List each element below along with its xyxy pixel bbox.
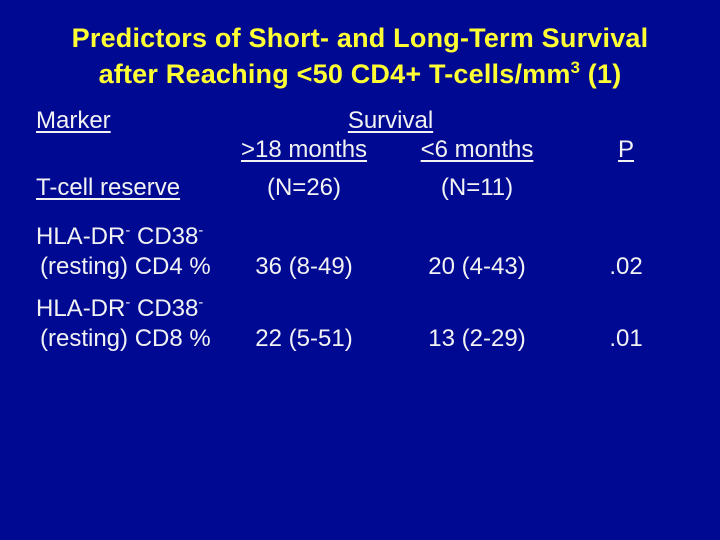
column-header-survival: Survival: [347, 107, 434, 134]
table-header-row-1: Marker Survival: [0, 106, 720, 136]
slide-title: Predictors of Short- and Long-Term Survi…: [0, 20, 720, 92]
table-row: (resting) CD4 % 36 (8-49) 20 (4-43) .02: [0, 252, 720, 282]
marker-subline-cd8: (resting) CD8 %: [40, 325, 211, 352]
negative-superscript: -: [198, 295, 204, 311]
value-short-cd8: 13 (2-29): [428, 325, 526, 352]
column-header-p-value: P: [617, 136, 634, 163]
value-long-cd8: 22 (5-51): [255, 325, 353, 352]
table-group-row: T-cell reserve (N=26) (N=11): [0, 173, 720, 203]
value-long-cd4: 36 (8-49): [255, 253, 353, 280]
marker-subline-cd4: (resting) CD4 %: [40, 253, 211, 280]
group-n-short: (N=11): [440, 174, 514, 201]
column-header-short-survival: <6 months: [420, 136, 534, 163]
group-n-long: (N=26): [266, 174, 342, 201]
table-header-row-2: >18 months <6 months P: [0, 135, 720, 165]
negative-superscript: -: [198, 223, 204, 239]
column-header-long-survival: >18 months: [240, 136, 368, 163]
title-superscript-3: 3: [570, 58, 581, 77]
group-label-tcell-reserve: T-cell reserve: [36, 174, 181, 201]
title-line-2-text: after Reaching <50 CD4+ T-cells/mm: [98, 59, 571, 89]
table-row: (resting) CD8 % 22 (5-51) 13 (2-29) .01: [0, 324, 720, 354]
table-row: HLA-DR- CD38-: [0, 294, 720, 324]
marker-name-cd8: HLA-DR- CD38-: [36, 295, 204, 322]
table-row: HLA-DR- CD38-: [0, 222, 720, 252]
value-short-cd4: 20 (4-43): [428, 253, 526, 280]
negative-superscript: -: [125, 295, 131, 311]
marker-name-cd4: HLA-DR- CD38-: [36, 223, 204, 250]
title-line-1: Predictors of Short- and Long-Term Survi…: [71, 23, 649, 53]
title-line-2: after Reaching <50 CD4+ T-cells/mm3 (1): [0, 56, 720, 92]
column-header-marker: Marker: [36, 107, 111, 134]
negative-superscript: -: [125, 223, 131, 239]
p-value-cd4: .02: [609, 253, 643, 280]
p-value-cd8: .01: [609, 325, 643, 352]
title-line-2-suffix: (1): [580, 59, 622, 89]
